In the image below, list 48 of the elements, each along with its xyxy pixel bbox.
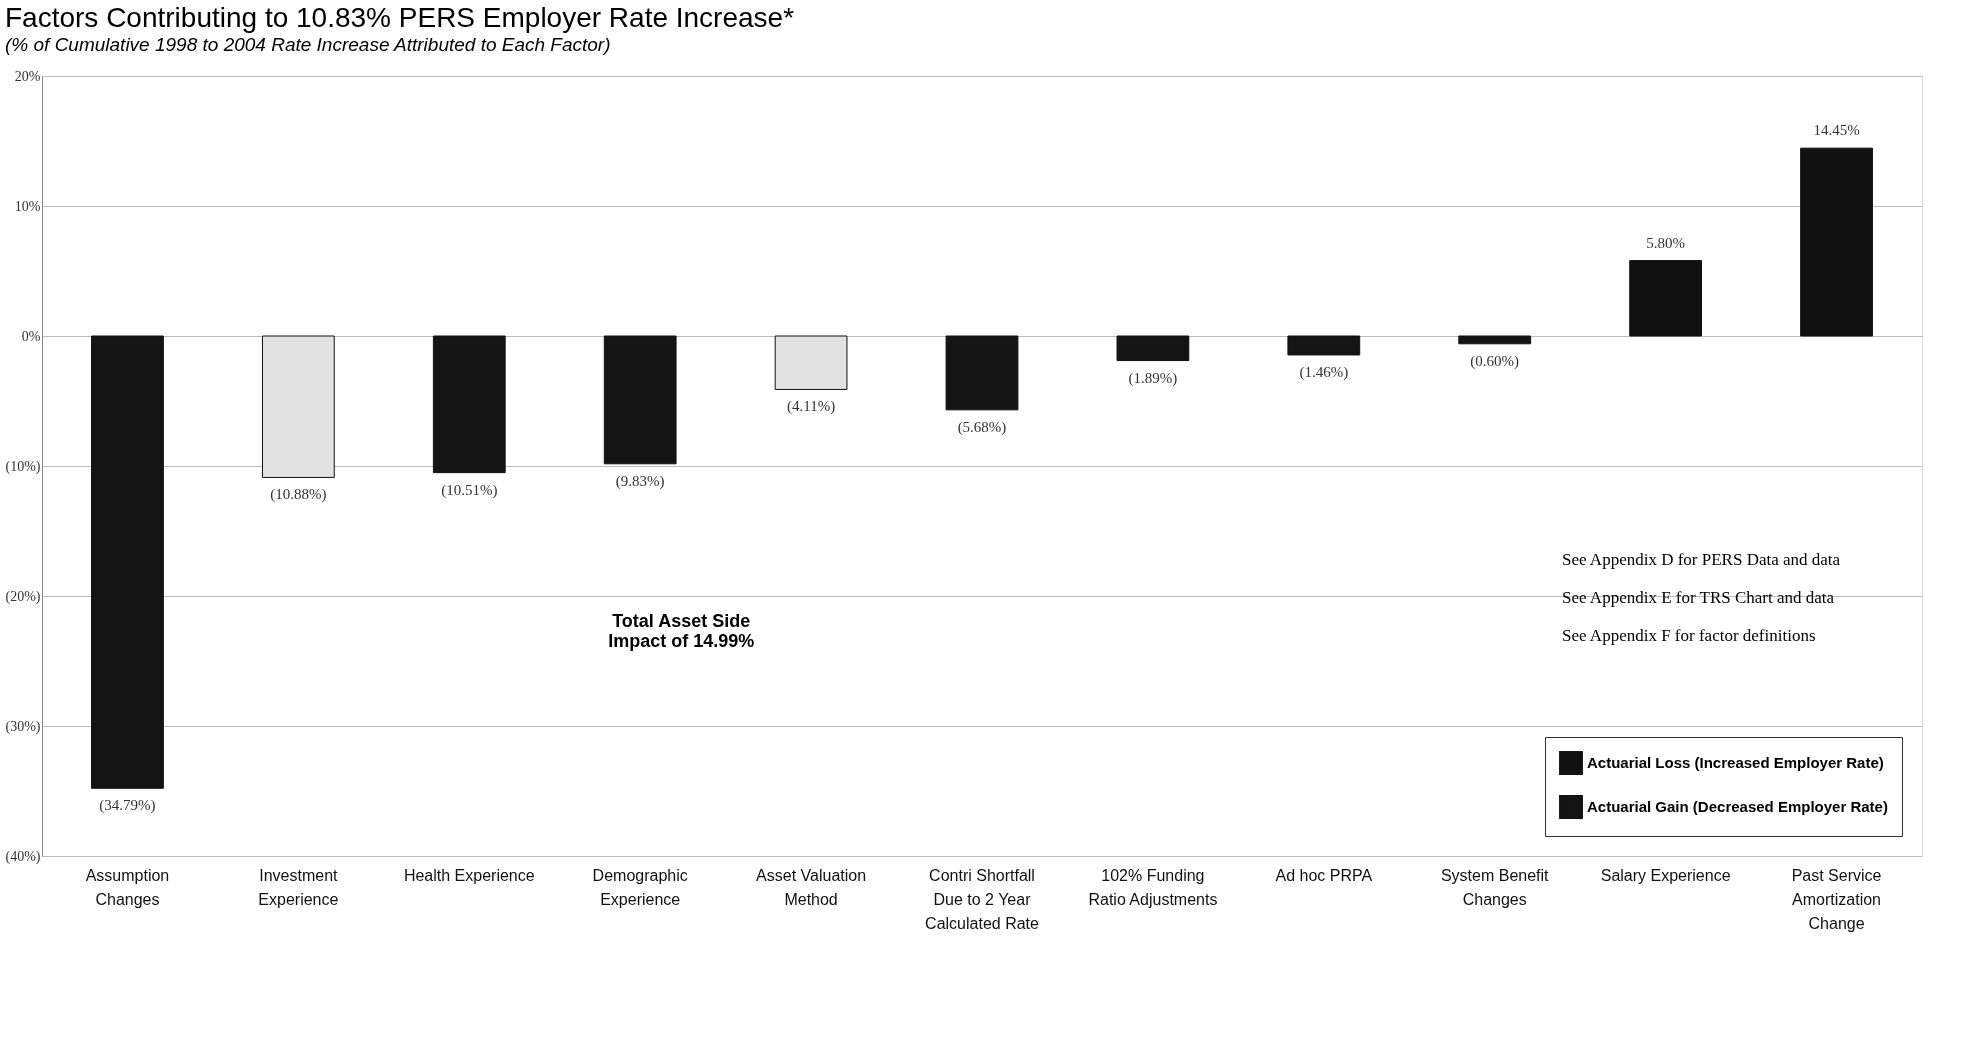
x-tick-label: Asset Valuation Method (756, 867, 867, 908)
x-tick-label: Assumption Changes (85, 867, 170, 908)
annotation: See Appendix D for PERS Data and data (1562, 549, 1841, 569)
y-tick-label: (30%) (5, 718, 41, 735)
bar (1629, 260, 1703, 337)
y-tick-label: 20% (14, 68, 41, 84)
bar (945, 335, 1019, 411)
text: (0.60%) (1470, 352, 1520, 369)
text: (10.88%) (270, 486, 327, 503)
x-tick-label: Contri Shortfall Due to 2 Year Calculated Rate (925, 867, 1040, 932)
x-tick-label: Past Service Amortization Change (1791, 867, 1882, 932)
annotation: Total Asset Side Impact of 14.99% (608, 611, 755, 651)
x-tick-label: Ad hoc PRPA (1275, 867, 1373, 884)
y-tick-label: (10%) (5, 458, 41, 475)
x-tick-label: System Benefit Changes (1440, 867, 1550, 908)
legend-label: Actuarial Gain (Decreased Employer Rate) (1587, 798, 1888, 815)
bar (1800, 147, 1873, 337)
annotation: See Appendix E for TRS Chart and data (1562, 587, 1835, 607)
x-tick-label: Demographic Experience (592, 867, 688, 908)
text: (9.83%) (615, 472, 665, 489)
bar (774, 335, 848, 390)
text: (1.89%) (1128, 369, 1178, 386)
text: 5.80% (1646, 234, 1686, 251)
chart-subtitle: (% of Cumulative 1998 to 2004 Rate Increase Attributed to Each Factor) (5, 34, 611, 55)
y-tick-label: 10% (14, 198, 41, 214)
x-tick-label: Health Experience (403, 867, 535, 884)
bar (261, 335, 335, 478)
bar (432, 335, 506, 474)
x-tick-label: 102% Funding Ratio Adjustments (1088, 867, 1218, 908)
x-tick-label: Investment Experience (258, 867, 339, 908)
bar (1116, 335, 1190, 362)
legend-label: Actuarial Loss (Increased Employer Rate) (1587, 754, 1884, 771)
text: 14.45% (1813, 122, 1860, 139)
bar (91, 335, 164, 789)
text: (5.68%) (957, 418, 1007, 435)
chart-title: Factors Contributing to 10.83% PERS Employer Rate Increase* (5, 2, 795, 33)
bar (1287, 335, 1361, 356)
bar (1458, 335, 1532, 345)
bar (603, 335, 677, 465)
y-tick-label: 0% (21, 328, 41, 344)
text: (4.11%) (787, 398, 836, 415)
y-tick-label: (20%) (5, 588, 41, 605)
annotation: See Appendix F for factor definitions (1562, 625, 1816, 645)
text: (1.46%) (1299, 363, 1349, 380)
text: (10.51%) (441, 481, 498, 498)
y-tick-label: (40%) (5, 848, 41, 865)
x-tick-label: Salary Experience (1600, 867, 1731, 884)
text: (34.79%) (99, 797, 156, 814)
